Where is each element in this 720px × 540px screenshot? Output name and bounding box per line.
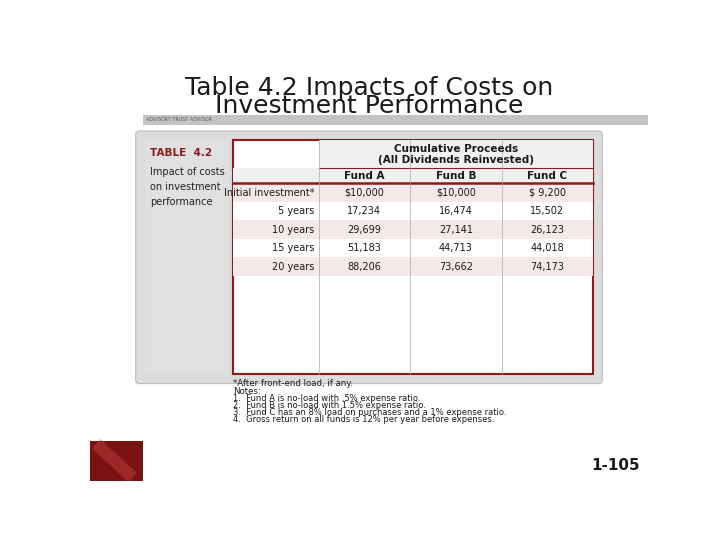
Text: $ 9,200: $ 9,200 <box>528 187 566 198</box>
Text: Fund A: Fund A <box>344 171 384 181</box>
Text: 4.  Gross return on all funds is 12% per year before expenses.: 4. Gross return on all funds is 12% per … <box>233 415 495 424</box>
Text: Table 4.2 Impacts of Costs on: Table 4.2 Impacts of Costs on <box>185 76 553 100</box>
Bar <box>233 168 593 184</box>
Text: 26,123: 26,123 <box>530 225 564 234</box>
Bar <box>233 140 593 374</box>
Text: Investment Performance: Investment Performance <box>215 93 523 118</box>
Bar <box>145 140 229 374</box>
Text: 44,713: 44,713 <box>439 243 473 253</box>
Text: 73,662: 73,662 <box>438 261 473 272</box>
Bar <box>143 115 648 125</box>
Text: 74,173: 74,173 <box>530 261 564 272</box>
Text: 20 years: 20 years <box>272 261 315 272</box>
Text: 1-105: 1-105 <box>592 458 640 473</box>
Bar <box>319 140 593 168</box>
Text: 15,502: 15,502 <box>530 206 564 216</box>
Text: Cumulative Proceeds: Cumulative Proceeds <box>394 144 518 154</box>
Text: 17,234: 17,234 <box>347 206 382 216</box>
Bar <box>233 202 593 220</box>
Text: ADVISORY TRUST ADVISOR: ADVISORY TRUST ADVISOR <box>145 117 212 123</box>
Text: 5 years: 5 years <box>279 206 315 216</box>
Text: TABLE  4.2: TABLE 4.2 <box>150 148 212 158</box>
Text: 44,018: 44,018 <box>531 243 564 253</box>
Bar <box>233 239 593 257</box>
Text: 10 years: 10 years <box>272 225 315 234</box>
Text: (All Dividends Reinvested): (All Dividends Reinvested) <box>378 155 534 165</box>
Text: Notes:: Notes: <box>233 387 261 396</box>
Text: $10,000: $10,000 <box>344 187 384 198</box>
Text: 16,474: 16,474 <box>439 206 473 216</box>
Text: 29,699: 29,699 <box>348 225 382 234</box>
Text: 3.  Fund C has an 8% load on purchases and a 1% expense ratio.: 3. Fund C has an 8% load on purchases an… <box>233 408 507 417</box>
Bar <box>233 257 593 276</box>
Text: 51,183: 51,183 <box>348 243 382 253</box>
Text: $10,000: $10,000 <box>436 187 476 198</box>
Text: Fund C: Fund C <box>527 171 567 181</box>
Text: Impact of costs
on investment
performance: Impact of costs on investment performanc… <box>150 167 225 207</box>
Text: 1.  Fund A is no-load with .5% expense ratio.: 1. Fund A is no-load with .5% expense ra… <box>233 394 421 403</box>
Text: *After front-end load, if any.: *After front-end load, if any. <box>233 379 354 388</box>
Text: 27,141: 27,141 <box>438 225 473 234</box>
Text: 15 years: 15 years <box>272 243 315 253</box>
Text: Initial investment*: Initial investment* <box>224 187 315 198</box>
Bar <box>90 441 143 481</box>
Bar <box>233 140 593 374</box>
Text: Fund B: Fund B <box>436 171 476 181</box>
FancyBboxPatch shape <box>136 131 602 383</box>
Bar <box>233 184 593 202</box>
Text: 2.  Fund B is no-load with 1.5% expense ratio.: 2. Fund B is no-load with 1.5% expense r… <box>233 401 426 410</box>
Bar <box>233 220 593 239</box>
Text: 88,206: 88,206 <box>348 261 382 272</box>
